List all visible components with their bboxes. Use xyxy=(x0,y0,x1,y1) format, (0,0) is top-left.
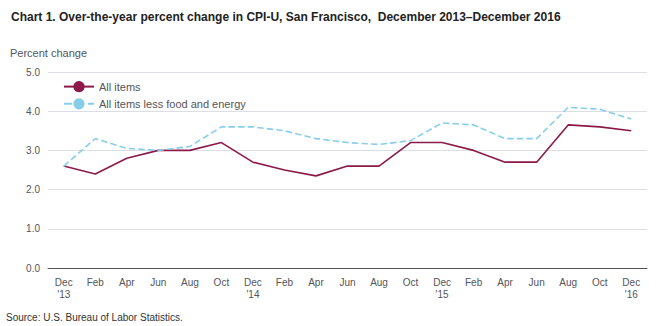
svg-text:Oct: Oct xyxy=(403,277,419,288)
svg-text:1.0: 1.0 xyxy=(26,223,40,234)
svg-text:Aug: Aug xyxy=(181,277,199,288)
svg-text:'16: '16 xyxy=(625,289,638,300)
svg-text:Oct: Oct xyxy=(214,277,230,288)
svg-text:Oct: Oct xyxy=(592,277,608,288)
svg-text:Jun: Jun xyxy=(339,277,355,288)
svg-text:Feb: Feb xyxy=(87,277,105,288)
svg-text:All items less food and energy: All items less food and energy xyxy=(99,98,246,110)
svg-text:2.0: 2.0 xyxy=(26,184,40,195)
svg-text:'13: '13 xyxy=(57,289,70,300)
svg-text:3.0: 3.0 xyxy=(26,145,40,156)
svg-text:Feb: Feb xyxy=(276,277,294,288)
svg-text:Apr: Apr xyxy=(119,277,135,288)
svg-text:Chart 1. Over-the-year percent: Chart 1. Over-the-year percent change in… xyxy=(11,10,561,24)
svg-text:'14: '14 xyxy=(246,289,259,300)
svg-text:Dec: Dec xyxy=(55,277,73,288)
svg-text:'15: '15 xyxy=(436,289,449,300)
svg-text:4.0: 4.0 xyxy=(26,106,40,117)
svg-text:Jun: Jun xyxy=(529,277,545,288)
svg-text:Source: U.S. Bureau of Labor S: Source: U.S. Bureau of Labor Statistics. xyxy=(6,312,183,323)
svg-text:Apr: Apr xyxy=(308,277,324,288)
svg-text:Apr: Apr xyxy=(497,277,513,288)
svg-text:Jun: Jun xyxy=(150,277,166,288)
svg-text:Aug: Aug xyxy=(370,277,388,288)
svg-text:0.0: 0.0 xyxy=(26,263,40,274)
svg-text:Feb: Feb xyxy=(465,277,483,288)
svg-text:Dec: Dec xyxy=(244,277,262,288)
svg-text:Percent change: Percent change xyxy=(10,47,87,59)
svg-text:Dec: Dec xyxy=(622,277,640,288)
svg-text:5.0: 5.0 xyxy=(26,67,40,78)
svg-text:Aug: Aug xyxy=(559,277,577,288)
svg-text:All items: All items xyxy=(99,81,141,93)
svg-text:Dec: Dec xyxy=(433,277,451,288)
